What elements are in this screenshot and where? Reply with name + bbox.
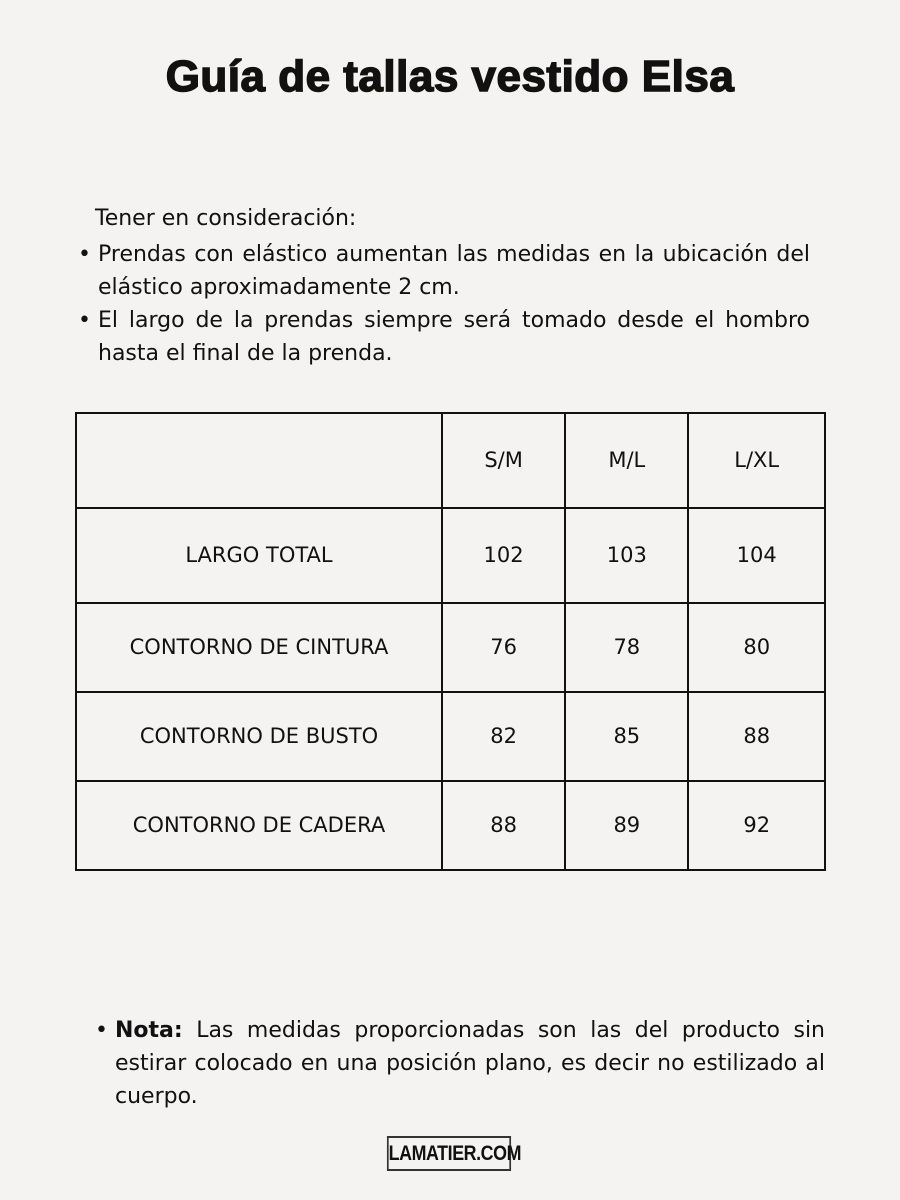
table-cell: 103: [564, 507, 690, 604]
header-cell: L/XL: [687, 412, 826, 509]
table-row: CONTORNO DE CINTURA 76 78 80: [75, 602, 826, 693]
table-cell: 82: [440, 691, 567, 782]
note-label: Nota:: [115, 1018, 183, 1043]
header-cell: S/M: [440, 412, 567, 509]
considerations-list: Prendas con elástico aumentan las medida…: [78, 238, 810, 370]
table-cell: 92: [687, 780, 826, 871]
size-table: S/M M/L L/XL LARGO TOTAL 102 103 104 CON…: [75, 412, 826, 871]
list-item: El largo de la prendas siempre será toma…: [78, 304, 810, 370]
table-cell: 89: [564, 780, 690, 871]
table-row: LARGO TOTAL 102 103 104: [75, 507, 826, 604]
page-title: Guía de tallas vestido Elsa: [165, 51, 735, 102]
table-cell: 104: [687, 507, 826, 604]
list-item: Prendas con elástico aumentan las medida…: [78, 238, 810, 304]
row-label: LARGO TOTAL: [75, 507, 443, 604]
row-label: CONTORNO DE CADERA: [75, 780, 443, 871]
table-row: CONTORNO DE BUSTO 82 85 88: [75, 691, 826, 782]
header-cell: M/L: [564, 412, 690, 509]
row-label: CONTORNO DE CINTURA: [75, 602, 443, 693]
intro-text: Tener en consideración:: [95, 206, 357, 231]
table-header-row: S/M M/L L/XL: [75, 412, 826, 509]
table-cell: 78: [564, 602, 690, 693]
table-cell: 85: [564, 691, 690, 782]
header-cell: [75, 412, 443, 509]
note-list: Nota: Las medidas proporcionadas son las…: [95, 1014, 825, 1113]
table-cell: 88: [687, 691, 826, 782]
table-cell: 76: [440, 602, 567, 693]
brand-logo: LAMATIER.COM: [386, 1136, 521, 1171]
table-cell: 88: [440, 780, 567, 871]
row-label: CONTORNO DE BUSTO: [75, 691, 443, 782]
note-item: Nota: Las medidas proporcionadas son las…: [95, 1014, 825, 1113]
table-row: CONTORNO DE CADERA 88 89 92: [75, 780, 826, 871]
note-text: Las medidas proporcionadas son las del p…: [115, 1018, 825, 1109]
table-cell: 80: [687, 602, 826, 693]
table-cell: 102: [440, 507, 567, 604]
